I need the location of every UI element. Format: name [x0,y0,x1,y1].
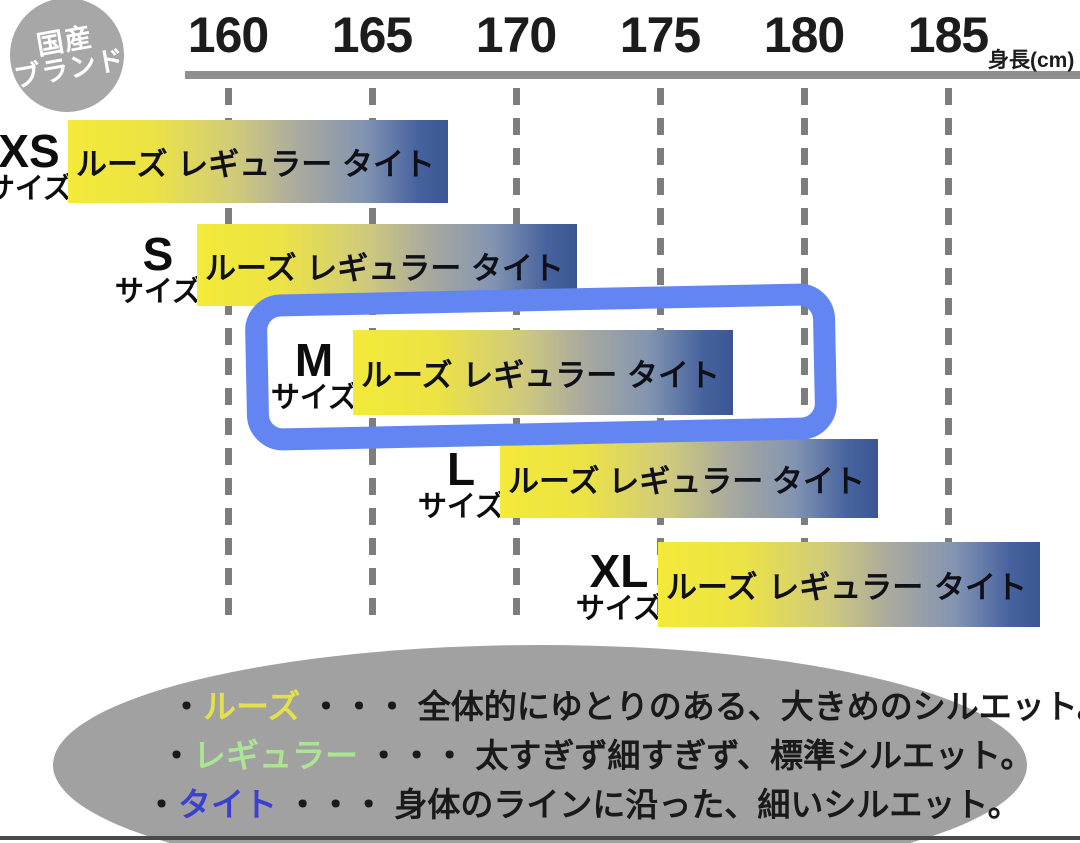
legend-term-tight: タイト [178,786,277,823]
axis-unit-label: 身長(cm) [988,49,1075,72]
m-size-highlight-box [244,282,838,452]
domestic-brand-badge: 国産 ブランド [7,0,128,112]
size-suffix: サイズ [0,173,73,205]
size-suffix: サイズ [270,382,358,414]
fit-label-loose: ルーズ [508,464,600,499]
size-letter: L [446,443,476,495]
gridline-185 [945,88,952,628]
legend-ellipse [53,645,1027,843]
axis-tick-175: 175 [619,7,701,63]
size-bar-xs: ルーズ レギュラー タイト [68,120,448,203]
legend-dots: ・・・ [300,688,418,725]
legend-term-regular: レギュラー [193,737,358,774]
size-bar-xl: ルーズ レギュラー タイト [658,542,1040,627]
size-letter: XS [0,125,60,177]
legend-dots: ・・・ [277,786,395,823]
fit-label-regular: レギュラー [462,358,618,393]
legend-desc-tight: 身体のラインに沿った、細いシルエット。 [394,786,1021,823]
legend-row-loose: ・ルーズ ・・・ 全体的にゆとりのある、大きめのシルエット。 [170,680,1080,728]
legend-row-tight: ・タイト ・・・ 身体のラインに沿った、細いシルエット。 [145,778,1021,826]
fit-label-loose: ルーズ [361,358,453,393]
fit-label-regular: レギュラー [177,147,333,182]
bottom-border-line [0,836,1080,840]
size-letter: XL [589,545,649,597]
legend-bullet: ・ [170,688,203,725]
fit-label-tight: タイト [626,358,720,393]
size-letter: M [294,334,334,386]
legend-desc-loose: 全体的にゆとりのある、大きめのシルエット。 [417,688,1080,725]
legend-dots: ・・・ [358,737,476,774]
size-letter: S [142,228,174,280]
legend-desc-regular: 太すぎず細すぎず、標準シルエット。 [475,737,1034,774]
axis-tick-160: 160 [187,7,269,63]
axis-tick-180: 180 [763,7,845,63]
fit-label-tight: タイト [933,570,1027,605]
size-label-l: L サイズ [396,446,526,524]
fit-label-regular: レギュラー [306,250,462,286]
fit-label-regular: レギュラー [768,570,924,605]
size-bar-m: ルーズ レギュラー タイト [353,330,733,415]
axis-line [185,71,1080,79]
size-label-xs: XS サイズ [0,128,94,206]
legend-term-loose: ルーズ [203,688,301,725]
size-label-xl: XL サイズ [554,548,684,626]
size-bar-s: ルーズ レギュラー タイト [197,224,577,306]
fit-label-loose: ルーズ [205,250,297,286]
badge-text: 国産 ブランド [7,17,128,93]
size-bar-l: ルーズ レギュラー タイト [500,439,878,518]
legend-bullet: ・ [160,737,193,774]
gridline-160 [225,88,232,628]
axis-tick-170: 170 [475,7,557,63]
fit-label-tight: タイト [470,250,564,286]
size-suffix: サイズ [114,276,202,308]
size-label-s: S サイズ [93,231,223,309]
fit-label-tight: タイト [341,147,435,182]
size-label-m: M サイズ [249,337,379,415]
size-suffix: サイズ [575,593,663,625]
gridline-180 [801,88,808,628]
fit-label-regular: レギュラー [608,464,764,499]
fit-label-tight: タイト [771,464,865,499]
fit-label-loose: ルーズ [666,570,758,605]
fit-label-loose: ルーズ [76,147,168,182]
size-suffix: サイズ [417,491,505,523]
legend-bullet: ・ [145,786,178,823]
axis-tick-165: 165 [331,7,413,63]
legend-row-regular: ・レギュラー ・・・ 太すぎず細すぎず、標準シルエット。 [160,729,1033,777]
axis-tick-185: 185 [907,7,989,63]
